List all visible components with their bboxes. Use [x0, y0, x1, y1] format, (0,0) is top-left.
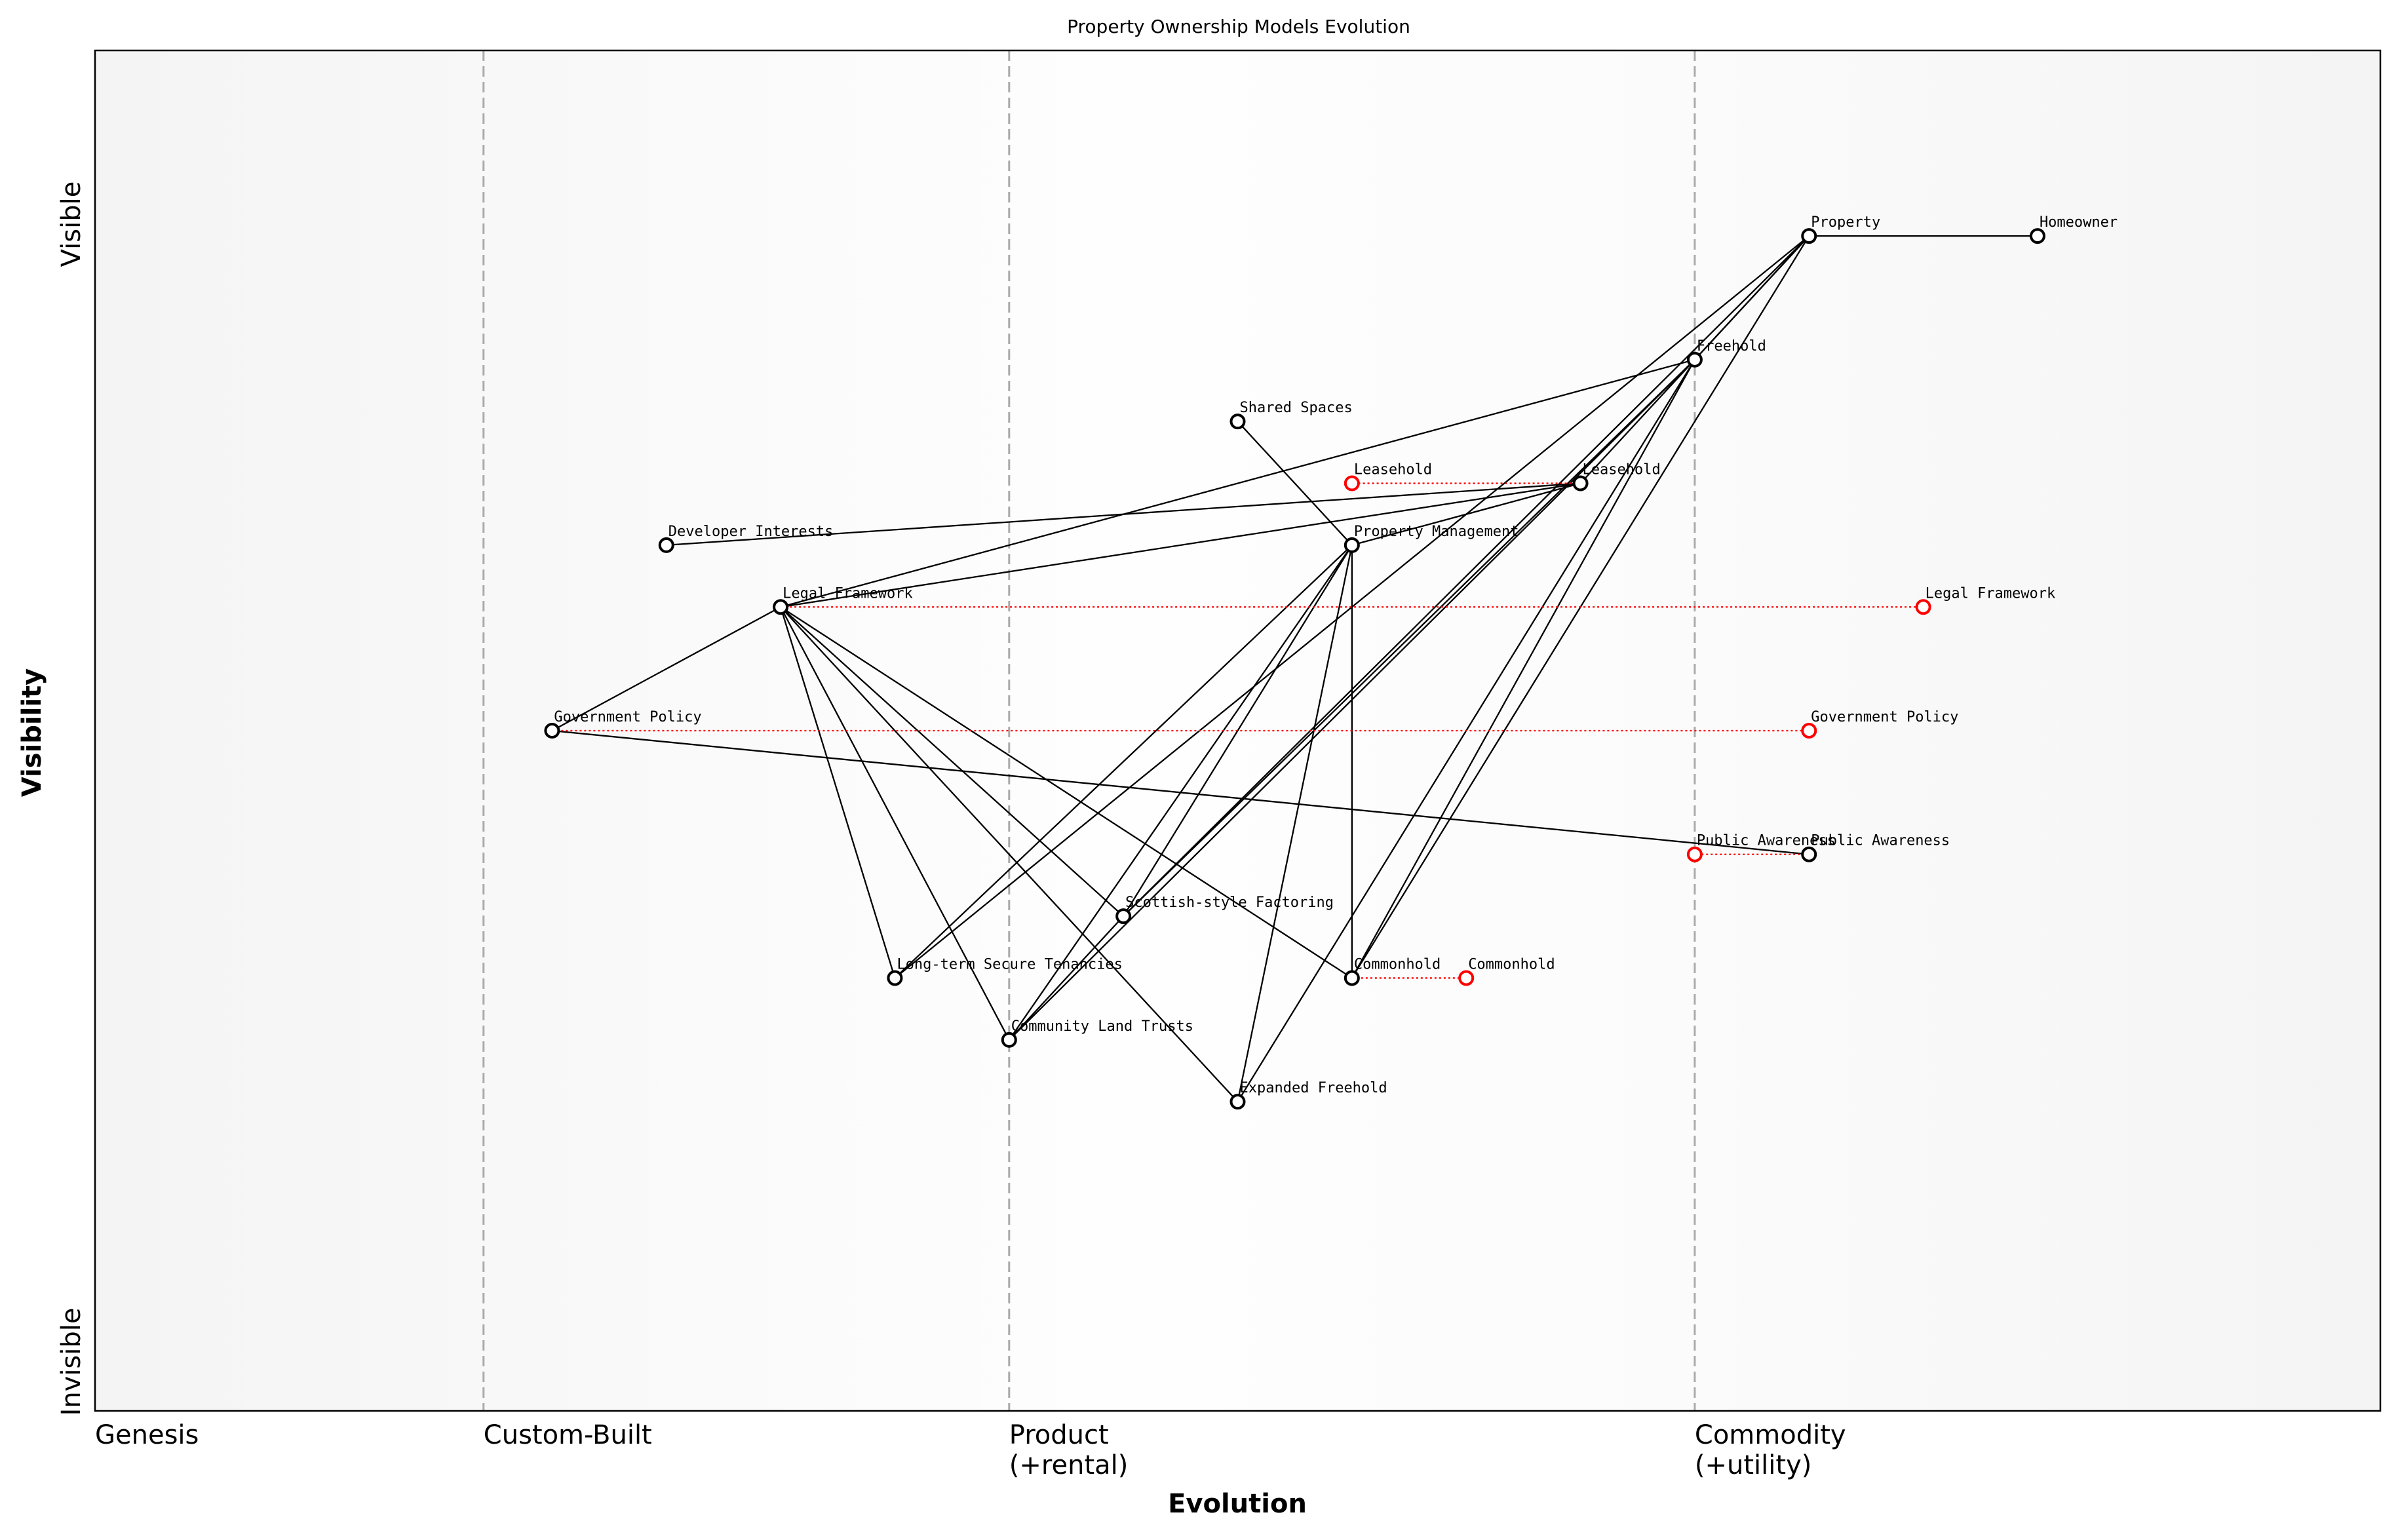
dependency-link: [1008, 915, 1124, 1041]
component-node[interactable]: [773, 599, 789, 615]
dependency-link: [1237, 421, 1353, 546]
dependency-link: [1351, 359, 1695, 979]
evolved-component-marker[interactable]: [1458, 970, 1475, 986]
stage-label: Commodity (+utility): [1695, 1420, 1846, 1480]
evolved-component-marker[interactable]: [1686, 846, 1703, 862]
dependency-link: [780, 606, 1010, 1041]
dependency-link: [780, 606, 896, 978]
component-label: Government Policy: [554, 709, 701, 725]
dependency-link: [780, 482, 1581, 608]
evolved-component-marker[interactable]: [1344, 475, 1360, 491]
dependency-link: [552, 729, 1810, 855]
component-label: Freehold: [1697, 338, 1766, 355]
component-label: Leasehold: [1583, 462, 1661, 478]
evolved-component-marker[interactable]: [1915, 599, 1931, 615]
y-axis-title: Visibility: [17, 668, 47, 797]
component-node[interactable]: [1344, 537, 1360, 553]
dependency-link: [894, 545, 1353, 979]
plot-frame: [94, 49, 2382, 1412]
component-node[interactable]: [887, 970, 903, 986]
component-node[interactable]: [1344, 970, 1360, 986]
dependency-link: [551, 606, 781, 732]
component-label: Commonhold: [1354, 956, 1441, 972]
stage-label: Custom-Built: [484, 1420, 652, 1450]
x-axis-title: Evolution: [1168, 1489, 1307, 1519]
dependency-link: [1351, 482, 1581, 547]
component-node[interactable]: [658, 537, 674, 553]
dependency-link: [1123, 358, 1695, 917]
dependency-link: [780, 606, 1239, 1102]
evolved-component-marker[interactable]: [1801, 723, 1817, 739]
evolved-component-label: Public Awareness: [1697, 833, 1836, 849]
component-label: Property: [1811, 214, 1880, 231]
component-node[interactable]: [1686, 351, 1703, 368]
component-node[interactable]: [2029, 228, 2045, 244]
component-node[interactable]: [1229, 414, 1246, 430]
component-node[interactable]: [1115, 908, 1132, 925]
component-node[interactable]: [1801, 228, 1817, 244]
component-node[interactable]: [1229, 1094, 1246, 1110]
component-label: Public Awareness: [1811, 833, 1950, 849]
component-node[interactable]: [544, 723, 560, 739]
evolved-component-label: Government Policy: [1811, 709, 1958, 725]
dependency-link: [780, 606, 1353, 979]
component-label: Legal Framework: [783, 585, 913, 602]
chart-title: Property Ownership Models Evolution: [1067, 16, 1410, 37]
component-label: Community Land Trusts: [1011, 1018, 1193, 1035]
evolved-component-label: Leasehold: [1354, 462, 1432, 478]
component-node[interactable]: [1801, 846, 1817, 862]
stage-label: Product (+rental): [1009, 1420, 1129, 1480]
dependency-link: [780, 606, 1124, 917]
dependency-link: [780, 358, 1695, 608]
stage-label: Genesis: [95, 1420, 199, 1450]
component-node[interactable]: [1572, 475, 1589, 491]
component-label: Long-term Secure Tenancies: [897, 956, 1122, 972]
component-label: Expanded Freehold: [1240, 1080, 1387, 1096]
component-label: Property Management: [1354, 524, 1519, 540]
component-label: Scottish-style Factoring: [1125, 895, 1334, 911]
evolved-component-label: Legal Framework: [1926, 585, 2056, 602]
component-node[interactable]: [1001, 1031, 1017, 1048]
evolved-component-label: Commonhold: [1468, 956, 1555, 972]
dependency-link: [666, 482, 1581, 547]
dependency-link: [1123, 235, 1810, 917]
y-tick-invisible: Invisible: [56, 1308, 87, 1416]
y-tick-visible: Visible: [56, 182, 87, 267]
component-label: Homeowner: [2040, 214, 2118, 231]
dependency-link: [1237, 545, 1353, 1102]
component-label: Shared Spaces: [1240, 400, 1353, 416]
component-label: Developer Interests: [668, 524, 834, 540]
